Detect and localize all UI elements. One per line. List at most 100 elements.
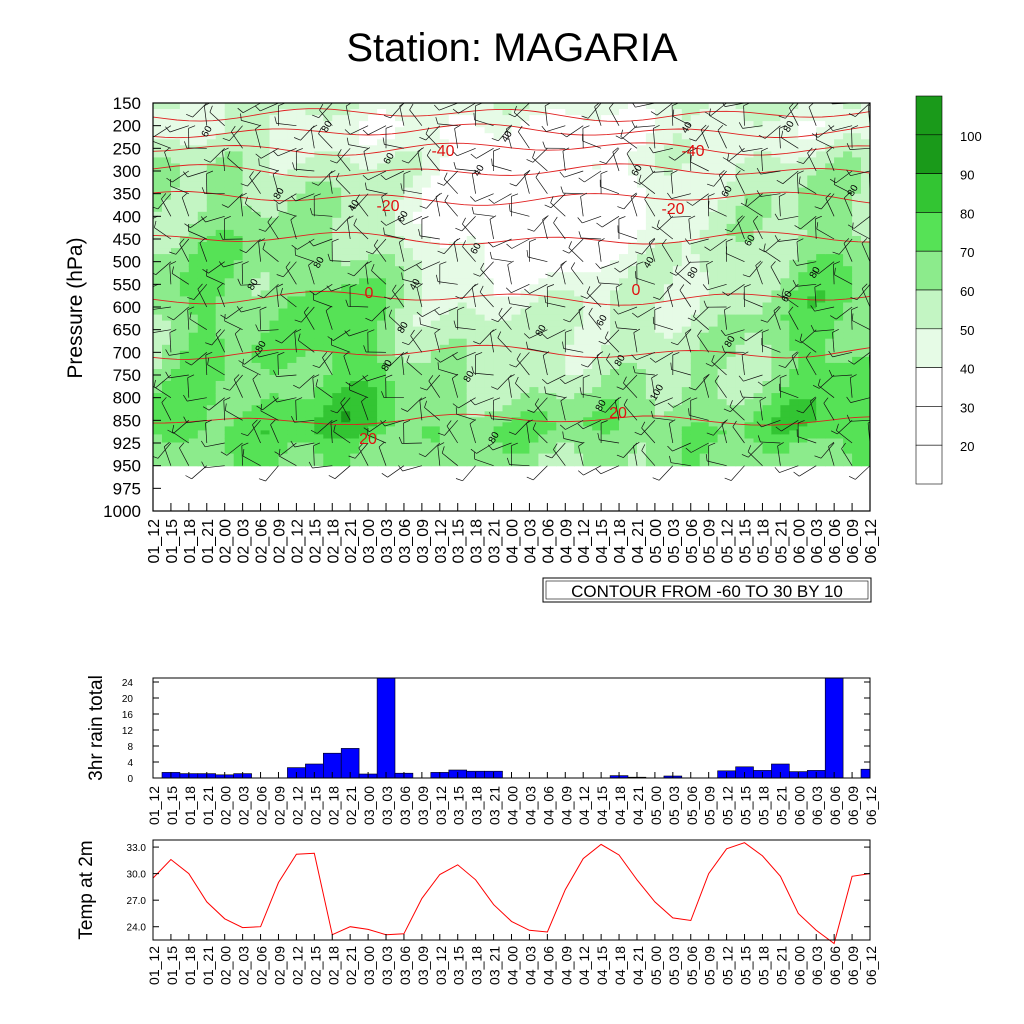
humidity-cell [592,139,602,146]
humidity-cell [475,284,486,291]
humidity-cell [592,438,602,444]
humidity-cell [699,217,710,225]
humidity-cell [637,121,647,128]
humidity-cell [466,115,477,122]
humidity-cell [601,422,611,427]
humidity-cell [663,163,674,170]
humidity-cell [457,248,468,255]
humidity-cell [251,296,262,303]
humidity-cell [834,272,844,279]
humidity-cell [529,405,539,412]
humidity-cell [681,139,692,146]
humidity-cell [332,181,342,189]
humidity-cell [825,115,835,122]
humidity-cell [619,430,629,435]
humidity-cell [386,278,396,285]
humidity-cell [323,278,333,285]
humidity-cell [843,411,853,418]
humidity-cell [762,254,773,261]
humidity-cell [637,314,647,322]
humidity-cell [386,422,396,427]
wind-barb-flag [153,272,156,276]
humidity-cell [368,272,378,279]
humidity-cell [421,193,432,201]
humidity-cell [645,375,656,382]
humidity-cell [789,217,799,225]
humidity-cell [197,181,208,189]
humidity-cell [269,133,280,140]
humidity-cell [421,399,432,406]
humidity-cell [448,338,459,346]
humidity-cell [305,109,315,116]
humidity-cell [242,199,253,207]
humidity-cell [861,260,870,267]
humidity-cell [825,411,835,418]
humidity-cell [332,308,342,316]
humidity-cell [332,229,342,237]
humidity-cell [179,434,190,439]
humidity-cell [565,217,575,225]
humidity-cell [269,290,280,297]
humidity-cell [395,326,405,334]
humidity-cell [574,417,584,423]
humidity-cell [359,393,369,400]
humidity-cell [583,193,593,201]
humidity-cell [744,187,755,195]
humidity-cell [735,442,746,455]
humidity-cell [197,290,208,297]
humidity-cell [565,187,575,195]
humidity-cell [511,356,522,364]
humidity-cell [188,181,199,189]
humidity-cell [681,381,692,388]
humidity-cell [699,242,710,249]
humidity-cell [637,362,647,370]
humidity-cell [153,217,163,225]
humidity-cell [457,290,468,297]
humidity-cell [771,430,781,435]
humidity-cell [287,266,297,273]
humidity-cell [341,438,351,444]
humidity-cell [726,284,737,291]
humidity-cell [771,362,781,370]
humidity-cell [484,205,495,213]
humidity-cell [242,278,253,285]
humidity-cell [672,272,683,279]
humidity-cell [690,430,701,435]
humidity-cell [493,314,504,322]
humidity-cell [493,434,504,439]
humidity-cell [843,205,853,213]
humidity-cell [179,314,190,322]
humidity-cell [771,417,781,423]
humidity-cell [162,405,172,412]
humidity-cell [242,434,253,439]
humidity-cell [493,151,504,158]
humidity-cell [368,308,378,316]
humidity-cell [771,438,781,444]
humidity-cell [780,217,790,225]
humidity-cell [170,442,181,455]
humidity-cell [305,151,315,158]
humidity-cell [162,193,172,201]
humidity-cell [484,393,495,400]
humidity-cell [708,320,719,328]
humidity-cell [699,103,710,110]
humidity-cell [654,169,665,177]
wind-barb-flag [201,187,206,194]
humidity-cell [583,405,593,412]
humidity-cell [690,296,701,303]
humidity-cell [789,344,799,352]
humidity-cell [403,205,414,213]
humidity-cell [601,430,611,435]
humidity-cell [529,411,539,418]
humidity-cell [672,434,683,439]
humidity-cell [511,320,522,328]
humidity-cell [484,430,495,435]
humidity-cell [466,381,477,388]
humidity-cell [502,157,513,164]
humidity-cell [583,229,593,237]
humidity-cell [708,411,719,418]
humidity-cell [448,139,459,146]
humidity-cell [242,375,253,382]
humidity-cell [708,356,719,364]
humidity-cell [511,338,522,346]
